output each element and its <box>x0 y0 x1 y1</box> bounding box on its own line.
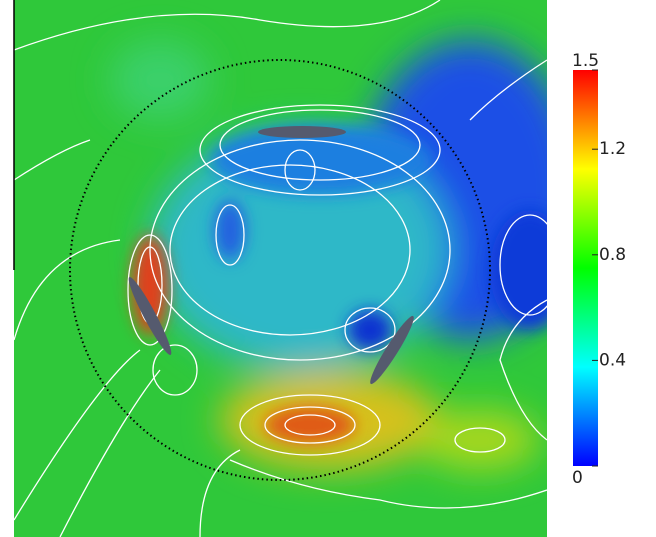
tick-label: 0.8 <box>599 245 626 265</box>
tick-label: 1.5 <box>572 51 599 71</box>
blades <box>128 126 414 385</box>
colorbar <box>573 70 598 466</box>
tick-label: 0 <box>572 468 583 488</box>
rotor-circle <box>69 59 491 481</box>
contour-lines <box>14 0 547 537</box>
tick-label: 0.4 <box>599 350 626 370</box>
tick-label: 1.2 <box>599 139 626 159</box>
flow-field <box>14 0 547 537</box>
